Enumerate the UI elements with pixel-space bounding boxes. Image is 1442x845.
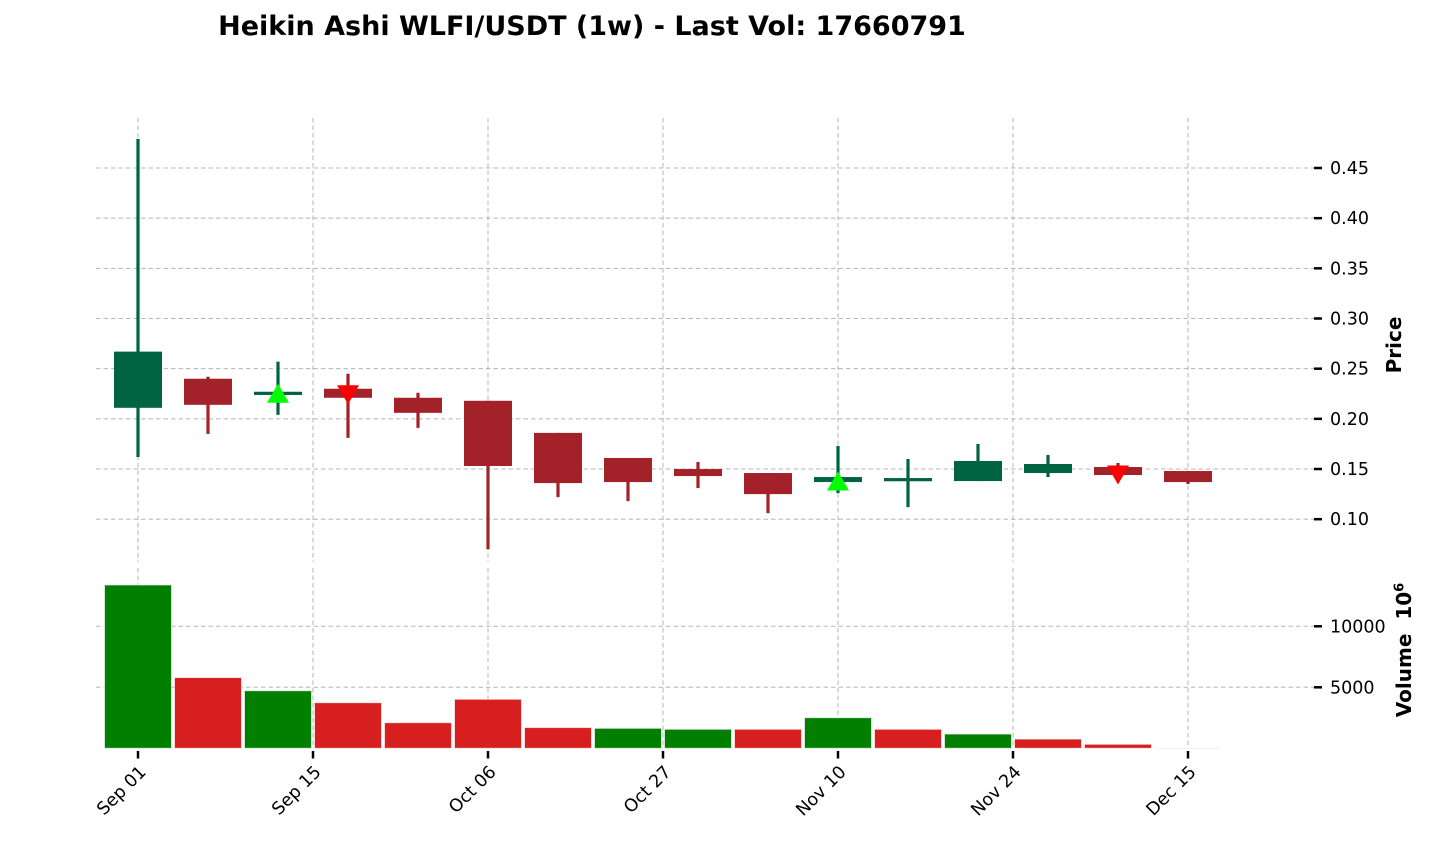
candle-body-sep-08 [184,378,232,405]
volume-bar-dec-01 [1014,738,1082,749]
triangle-up-marker [267,383,289,403]
volume-bar-sep-29 [384,722,452,749]
price-tick-label: 0.20 [1330,410,1369,430]
date-tick-label: Sep 15 [268,762,325,819]
triangle-down-marker [1107,465,1129,485]
candle-body-nov-03 [744,473,792,495]
volume-bar-sep-22 [314,702,382,749]
volume-bar-oct-20 [594,727,662,749]
candle-body-dec-01 [1024,464,1072,474]
candle-body-dec-15 [1164,471,1212,483]
price-tick-label: 0.30 [1330,310,1369,330]
volume-axis-scale: 106 [1392,582,1416,620]
date-tick-label: Dec 15 [1143,762,1201,820]
chart-title: Heikin Ashi WLFI/USDT (1w) - Last Vol: 1… [218,11,966,42]
price-tick-label: 0.10 [1330,510,1369,530]
candle-body-oct-27 [674,469,722,477]
candle-body-sep-29 [394,397,442,413]
date-tick-label: Nov 24 [968,762,1026,820]
date-tick-label: Nov 10 [793,762,851,820]
triangle-down-marker [337,385,359,405]
triangle-up-marker [827,471,849,491]
volume-bar-oct-06 [454,698,522,749]
volume-bar-oct-27 [664,728,732,749]
volume-bar-nov-10 [804,717,872,749]
volume-axis-label-text: Volume [1392,633,1416,718]
volume-bar-sep-01 [104,584,172,749]
candle-body-oct-06 [464,400,512,467]
volume-bar-nov-24 [944,733,1012,749]
date-tick-label: Oct 06 [445,762,500,817]
volume-tick-label: 5000 [1330,678,1375,698]
price-tick-label: 0.35 [1330,259,1369,279]
price-axis-label: Price [1382,316,1406,374]
price-tick-label: 0.45 [1330,159,1369,179]
volume-bar-sep-08 [174,677,242,749]
price-tick-label: 0.15 [1330,460,1369,480]
price-tick-label: 0.40 [1330,209,1369,229]
date-tick-label: Oct 27 [620,762,675,817]
volume-bar-nov-17 [874,728,942,749]
candle-body-oct-20 [604,457,652,483]
candle-body-oct-13 [534,432,582,484]
volume-bar-sep-15 [244,690,312,749]
candle-body-nov-24 [954,460,1002,482]
volume-tick-label: 10000 [1330,617,1386,637]
volume-bar-dec-08 [1084,743,1152,749]
volume-bar-oct-13 [524,727,592,749]
candle-body-sep-01 [114,351,162,408]
candle-body-nov-17 [884,478,932,482]
volume-axis-label: Volume 106 [1392,583,1416,717]
date-tick-label: Sep 01 [93,762,150,819]
price-tick-label: 0.25 [1330,360,1369,380]
volume-bar-nov-03 [734,728,802,749]
